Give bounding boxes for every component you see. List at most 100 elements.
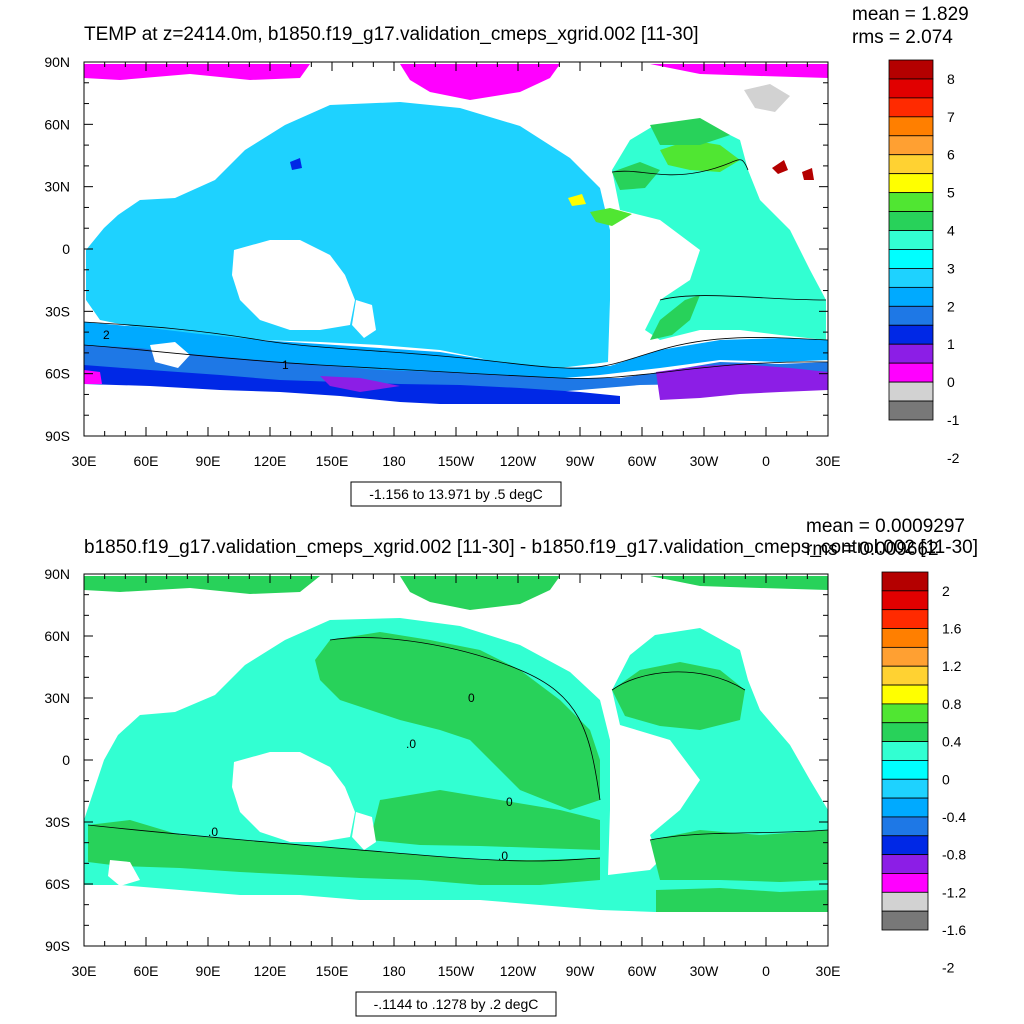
colorbar-swatch	[888, 154, 934, 175]
colorbar-label: 2	[947, 298, 955, 314]
top-panel: TEMP at z=2414.0m, b1850.f19_g17.validat…	[44, 4, 969, 507]
top-caspian-field	[802, 168, 814, 180]
bottom-y-tick-labels: 90N 60N 30N 0 30S 60S 90S	[44, 566, 70, 954]
colorbar-swatch	[881, 703, 929, 724]
x-tick-label: 90W	[566, 453, 596, 469]
y-tick-label: 90S	[45, 938, 70, 954]
top-land-mask	[352, 300, 376, 338]
colorbar-swatch	[881, 778, 929, 799]
top-land-mask	[232, 240, 355, 330]
colorbar-label: -1	[947, 412, 960, 428]
top-contour-line	[611, 159, 749, 176]
top-contour-label: 2	[103, 328, 110, 342]
bottom-south-atlantic-green	[650, 830, 828, 882]
colorbar-swatch	[881, 684, 929, 705]
colorbar-swatch	[881, 665, 929, 686]
colorbar-swatch	[881, 873, 929, 893]
x-tick-label: 30W	[690, 963, 720, 979]
bottom-land-mask	[108, 860, 140, 886]
x-tick-label: 150W	[438, 453, 475, 469]
bottom-arctic-green	[650, 576, 828, 590]
x-tick-label: 30E	[816, 963, 841, 979]
colorbar-label: -1.6	[942, 922, 966, 938]
top-arctic-field	[650, 64, 828, 78]
y-tick-label: 60N	[44, 116, 70, 132]
x-tick-label: 60E	[134, 963, 159, 979]
bottom-map	[84, 576, 828, 912]
colorbar-label: -0.4	[942, 809, 966, 825]
bottom-contour-label: 0	[506, 795, 513, 809]
x-tick-label: 60W	[628, 963, 658, 979]
bottom-panel: b1850.f19_g17.validation_cmeps_xgrid.002…	[44, 516, 978, 1017]
colorbar-swatch	[881, 590, 929, 611]
top-gulf-green	[590, 208, 632, 226]
y-tick-label: 0	[62, 241, 70, 257]
colorbar-swatch	[888, 230, 934, 250]
colorbar-swatch	[888, 305, 934, 326]
top-panel-rms: rms = 2.074	[852, 27, 953, 48]
top-arctic-field	[84, 64, 310, 80]
y-tick-label: 90N	[44, 566, 70, 582]
top-colorbar: 8 7 6 5 4 3 2 1 0 -1 -2	[888, 59, 960, 466]
colorbar-label: 8	[947, 71, 955, 87]
top-range-label: -1.156 to 13.971 by .5 degC	[369, 486, 543, 502]
colorbar-swatch	[888, 381, 934, 402]
x-tick-label: 120E	[254, 963, 287, 979]
x-tick-label: 180	[382, 453, 406, 469]
x-tick-label: 30E	[816, 453, 841, 469]
colorbar-label: -2	[947, 450, 960, 466]
bottom-southern-green	[656, 888, 828, 912]
top-map	[84, 64, 828, 404]
colorbar-label: -1.2	[942, 884, 966, 900]
bottom-atlantic-green	[612, 662, 745, 730]
bottom-land-mask	[232, 752, 355, 842]
top-atlantic-green	[650, 118, 730, 145]
bottom-land-mask	[352, 812, 376, 850]
colorbar-label: 1	[947, 336, 955, 352]
x-tick-label: 120W	[500, 453, 537, 469]
bottom-range-label-box	[355, 991, 557, 1017]
colorbar-swatch	[888, 286, 934, 307]
x-tick-label: 150W	[438, 963, 475, 979]
top-land-mask	[150, 342, 190, 368]
x-tick-label: 90E	[196, 453, 221, 469]
x-tick-label: 0	[762, 963, 770, 979]
colorbar-swatch	[881, 816, 929, 837]
colorbar-swatch	[881, 571, 929, 592]
bottom-contour-line	[87, 824, 601, 862]
colorbar-swatch	[888, 192, 934, 212]
y-tick-label: 60S	[45, 876, 70, 892]
top-panel-mean: mean = 1.829	[852, 4, 969, 25]
top-contour-line	[84, 344, 828, 379]
bottom-contour-line	[649, 829, 828, 841]
colorbar-swatch	[888, 249, 934, 269]
top-greenland-field	[744, 84, 790, 112]
colorbar-label: 2	[942, 583, 950, 599]
bottom-contour-label: .0	[406, 737, 416, 751]
y-tick-label: 90S	[45, 428, 70, 444]
top-north-atlantic-green	[660, 140, 740, 172]
bottom-contour-label: 0	[468, 691, 475, 705]
colorbar-swatch	[881, 741, 929, 761]
colorbar-swatch	[888, 97, 934, 118]
top-pacific-indian-field	[86, 102, 610, 370]
x-tick-label: 30W	[690, 453, 720, 469]
colorbar-swatch	[888, 268, 934, 288]
y-tick-label: 30N	[44, 179, 70, 195]
colorbar-swatch	[881, 854, 929, 874]
top-contour-line	[84, 321, 828, 369]
bottom-arctic-green	[400, 576, 560, 610]
colorbar-label: 1.2	[942, 658, 962, 674]
colorbar-swatch	[881, 609, 929, 629]
x-tick-label: 150E	[316, 963, 349, 979]
top-weddell-purple	[656, 364, 828, 400]
top-range-label-box	[350, 481, 562, 507]
colorbar-label: 6	[947, 147, 955, 163]
colorbar-swatch	[881, 797, 929, 818]
x-tick-label: 90E	[196, 963, 221, 979]
bottom-range-label: -.1144 to .1278 by .2 degC	[374, 996, 539, 1012]
y-tick-label: 30S	[45, 814, 70, 830]
colorbar-swatch	[881, 722, 929, 742]
bottom-contour-label: .0	[208, 825, 218, 839]
